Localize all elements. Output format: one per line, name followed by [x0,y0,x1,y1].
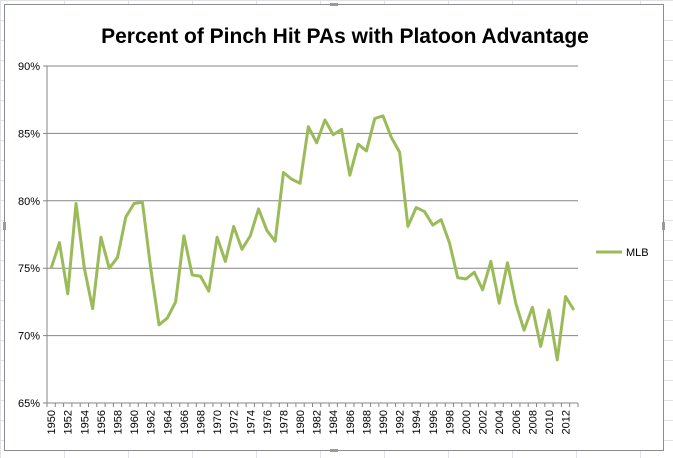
x-tick-label: 1990 [378,410,390,434]
resize-handle-bottom[interactable] [330,449,338,452]
resize-handle-top[interactable] [330,3,338,6]
x-tick-label: 2006 [511,410,523,434]
y-tick-label: 80% [18,196,40,208]
x-tick-label: 1954 [79,410,91,434]
x-tick-label: 1950 [46,410,58,434]
x-tick-label: 1976 [262,410,274,434]
x-tick-label: 2002 [478,410,490,434]
x-tick-label: 1958 [113,410,125,434]
x-tick-label: 1980 [295,410,307,434]
x-tick-label: 1998 [444,410,456,434]
y-tick-label: 90% [18,61,40,73]
x-axis-ticks: 1950 1952 1954 1956 1958 1960 1962 1964 1966 1968… [46,403,579,434]
x-tick-label: 1986 [345,410,357,434]
y-axis-ticks: 65% 70% 75% 80% 85% 90% [18,61,47,410]
x-tick-label: 2012 [561,410,573,434]
x-tick-label: 1956 [96,410,108,434]
x-tick-label: 1996 [428,410,440,434]
axes [46,66,578,404]
x-tick-label: 2004 [494,410,506,434]
chart-title: Percent of Pinch Hit PAs with Platoon Ad… [101,25,589,48]
x-tick-label: 1972 [229,410,241,434]
x-tick-label: 1994 [411,410,423,434]
chart-area[interactable]: Percent of Pinch Hit PAs with Platoon Ad… [4,4,664,451]
x-tick-label: 1984 [328,410,340,434]
x-tick-label: 1988 [361,410,373,434]
x-tick-label: 1960 [129,410,141,434]
x-tick-label: 1982 [312,410,324,434]
x-tick-label: 2000 [461,410,473,434]
legend-label: MLB [626,247,649,259]
x-tick-label: 1966 [179,410,191,434]
x-tick-label: 1970 [212,410,224,434]
y-tick-label: 65% [18,398,40,410]
y-tick-label: 75% [18,263,40,275]
resize-handle-left[interactable] [3,222,6,230]
x-tick-label: 1974 [245,410,257,434]
y-tick-label: 85% [18,128,40,140]
gridlines [47,65,578,404]
y-tick-label: 70% [18,331,40,343]
resize-handle-right[interactable] [662,222,665,230]
series-line-mlb [49,114,576,362]
x-tick-label: 1968 [195,410,207,434]
x-tick-label: 1992 [395,410,407,434]
x-tick-label: 2010 [544,410,556,434]
x-tick-label: 1964 [162,410,174,434]
x-tick-label: 1952 [63,410,75,434]
x-tick-label: 2008 [527,410,539,434]
x-tick-label: 1978 [278,410,290,434]
x-tick-label: 1962 [146,410,158,434]
legend: MLB [596,247,649,259]
series-layer [49,114,576,362]
